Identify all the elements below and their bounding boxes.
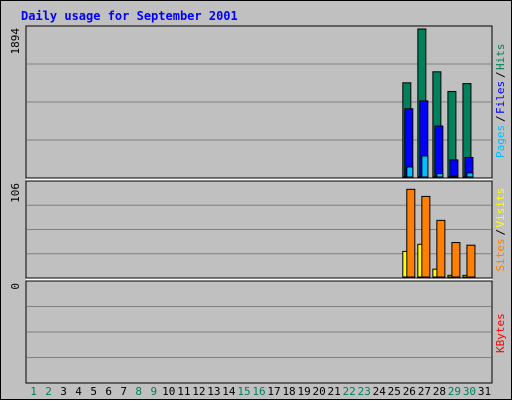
x-tick-label: 25 [388,385,401,398]
x-tick-label: 9 [150,385,157,398]
x-tick-label: 16 [252,385,265,398]
bar-files-day-29 [449,159,459,178]
x-tick-label: 10 [162,385,175,398]
x-tick-label: 15 [237,385,250,398]
x-tick-label: 19 [297,385,310,398]
x-tick-label: 11 [177,385,190,398]
x-tick-label: 7 [120,385,127,398]
bar-sites-day-26 [406,188,416,278]
plot-area-kbytes [25,280,493,384]
bar-pages-day-29 [451,175,459,178]
x-tick-label: 12 [192,385,205,398]
x-tick-label: 13 [207,385,220,398]
x-tick-label: 30 [463,385,476,398]
bar-pages-day-27 [421,155,429,178]
bar-pages-day-26 [406,166,414,178]
bar-files-day-28 [434,125,444,178]
x-tick-label: 21 [328,385,341,398]
legend-separator: / [494,71,507,78]
bar-pages-day-28 [436,173,444,178]
legend-sites: Sites [494,238,507,271]
x-tick-label: 28 [433,385,446,398]
plot-area-sites-visits [25,180,493,279]
legend-visits: Visits [494,188,507,228]
x-tick-label: 22 [343,385,356,398]
legend-files: Files [494,81,507,114]
x-tick-label: 6 [105,385,112,398]
y-max-label: 0 [9,283,22,290]
legend-separator: / [494,115,507,122]
plot-area-hits-files-pages [25,25,493,179]
x-tick-label: 5 [90,385,97,398]
y-max-label: 106 [9,183,22,203]
x-tick-label: 23 [358,385,371,398]
bar-sites-day-27 [421,195,431,278]
x-tick-label: 3 [60,385,67,398]
bar-sites-day-29 [451,242,461,278]
x-tick-label: 2 [45,385,52,398]
x-tick-label: 4 [75,385,82,398]
bar-sites-day-28 [436,219,446,278]
legend-kbytes: KBytes [494,313,507,353]
legend-pages: Pages [494,125,507,158]
chart-title: Daily usage for September 2001 [21,9,238,23]
x-tick-label: 8 [135,385,142,398]
x-tick-label: 31 [478,385,491,398]
legend-separator: / [494,229,507,236]
x-tick-label: 27 [418,385,431,398]
x-tick-label: 14 [222,385,236,398]
bar-pages-day-30 [466,172,474,178]
x-tick-label: 20 [313,385,326,398]
legend-hits: Hits [494,44,507,71]
x-tick-label: 18 [282,385,295,398]
y-max-label: 1894 [9,28,22,55]
x-tick-label: 26 [403,385,416,398]
x-tick-label: 17 [267,385,280,398]
x-tick-label: 24 [373,385,387,398]
x-tick-label: 1 [30,385,37,398]
x-tick-label: 29 [448,385,461,398]
bar-sites-day-30 [466,244,476,278]
